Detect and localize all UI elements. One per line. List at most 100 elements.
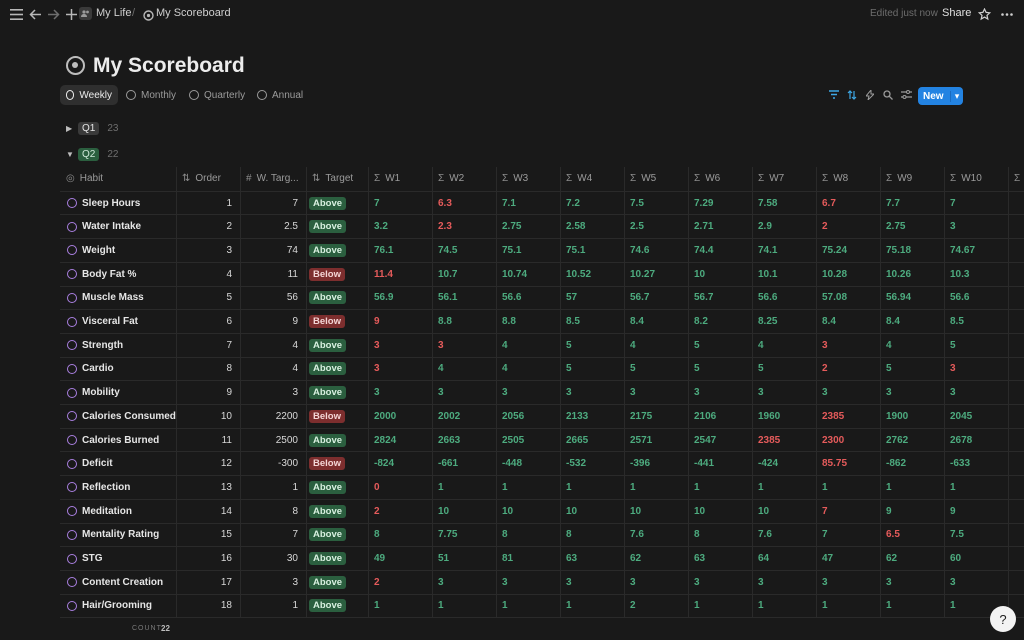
week-value[interactable]: 76.1 <box>374 244 394 256</box>
week-value[interactable]: 6.3 <box>438 197 452 209</box>
header-target[interactable]: ⇅ Target <box>306 167 368 191</box>
w-target-cell[interactable]: 56 <box>286 292 298 304</box>
week-value[interactable]: 74.5 <box>438 244 458 256</box>
week-value[interactable]: 8.5 <box>950 316 964 328</box>
week-value[interactable]: 1 <box>374 600 380 612</box>
week-value[interactable]: -448 <box>502 458 523 470</box>
header-week[interactable]: Σ W3 <box>496 167 560 191</box>
habit-name[interactable]: Sleep Hours <box>82 197 141 209</box>
header-week[interactable]: Σ W6 <box>688 167 752 191</box>
header-order[interactable]: ⇅ Order <box>176 167 240 191</box>
week-value[interactable]: 7.6 <box>630 529 644 541</box>
week-value[interactable]: 2 <box>374 576 380 588</box>
order-cell[interactable]: 4 <box>226 268 232 280</box>
target-cell[interactable]: Above <box>306 500 368 523</box>
week-value[interactable]: 3 <box>502 576 508 588</box>
week-value[interactable]: 10 <box>630 505 642 517</box>
table-row[interactable]: Reflection 13 1 Above 0 1 1 1 1 1 1 1 1 1 <box>60 475 1024 499</box>
week-value[interactable]: 2385 <box>822 410 845 422</box>
w-target-cell[interactable]: 3 <box>292 576 298 588</box>
target-cell[interactable]: Below <box>306 452 368 475</box>
week-value[interactable]: 4 <box>438 363 444 375</box>
header-week[interactable]: Σ W9 <box>880 167 944 191</box>
order-cell[interactable]: 17 <box>220 576 232 588</box>
habit-name[interactable]: Weight <box>82 244 116 256</box>
habit-name[interactable]: Mentality Rating <box>82 529 160 541</box>
table-row[interactable]: Cardio 8 4 Above 3 4 4 5 5 5 5 2 5 3 <box>60 356 1024 381</box>
habit-cell[interactable]: Body Fat % <box>60 263 176 286</box>
table-row[interactable]: Content Creation 17 3 Above 2 3 3 3 3 3 3 3 3 3 <box>60 569 1024 594</box>
week-value[interactable]: -396 <box>630 458 651 470</box>
week-value[interactable]: 3 <box>950 221 956 233</box>
week-value[interactable]: 7.75 <box>438 529 458 541</box>
week-value[interactable]: 3 <box>630 387 636 399</box>
week-value[interactable]: 1 <box>694 481 700 493</box>
expand-triangle-icon[interactable]: ▶ <box>66 123 73 133</box>
week-value[interactable]: 11.4 <box>374 268 393 280</box>
week-value[interactable]: 2824 <box>374 434 397 446</box>
week-value[interactable]: 3 <box>374 363 380 375</box>
week-value[interactable]: 3 <box>822 387 828 399</box>
week-value[interactable]: 2571 <box>630 434 653 446</box>
week-value[interactable]: 8 <box>566 529 572 541</box>
habit-name[interactable]: Strength <box>82 339 124 351</box>
week-value[interactable]: 4 <box>502 339 508 351</box>
week-value[interactable]: 4 <box>886 339 892 351</box>
header-week[interactable]: Σ W1 <box>368 167 432 191</box>
week-value[interactable]: 7 <box>950 197 956 209</box>
order-cell[interactable]: 3 <box>226 244 232 256</box>
week-value[interactable]: 2547 <box>694 434 717 446</box>
new-button[interactable]: New ▾ <box>918 87 963 105</box>
week-value[interactable]: 2 <box>822 363 828 375</box>
week-value[interactable]: 10.74 <box>502 268 528 280</box>
table-row[interactable]: STG 16 30 Above 49 51 81 63 62 63 64 47 62 60 <box>60 546 1024 570</box>
week-value[interactable]: 2762 <box>886 434 909 446</box>
target-cell[interactable]: Above <box>306 595 368 618</box>
week-value[interactable]: 60 <box>950 553 962 565</box>
w-target-cell[interactable]: 4 <box>292 339 298 351</box>
week-value[interactable]: 3 <box>694 387 700 399</box>
week-value[interactable]: 1 <box>758 600 764 612</box>
week-value[interactable]: 63 <box>694 553 706 565</box>
week-value[interactable]: 0 <box>374 481 380 493</box>
week-value[interactable]: 2002 <box>438 410 461 422</box>
week-value[interactable]: 3 <box>374 387 380 399</box>
star-icon[interactable] <box>976 6 992 22</box>
week-value[interactable]: 3 <box>566 576 572 588</box>
w-target-cell[interactable]: 9 <box>292 316 298 328</box>
week-value[interactable]: 8.8 <box>438 316 452 328</box>
target-cell[interactable]: Above <box>306 476 368 499</box>
week-value[interactable]: 1900 <box>886 410 909 422</box>
habit-cell[interactable]: Meditation <box>60 500 176 523</box>
week-value[interactable]: 10 <box>438 505 450 517</box>
week-value[interactable]: 7.5 <box>950 529 964 541</box>
week-value[interactable]: 81 <box>502 553 514 565</box>
week-value[interactable]: 7.29 <box>694 197 714 209</box>
week-value[interactable]: 1 <box>502 600 508 612</box>
week-value[interactable]: 2 <box>822 221 828 233</box>
menu-icon[interactable] <box>8 6 24 22</box>
header-week[interactable]: Σ W5 <box>624 167 688 191</box>
habit-name[interactable]: Body Fat % <box>82 268 137 280</box>
w-target-cell[interactable]: 4 <box>292 363 298 375</box>
week-value[interactable]: 10 <box>694 505 706 517</box>
week-value[interactable]: 2.3 <box>438 221 452 233</box>
week-value[interactable]: 7 <box>822 529 828 541</box>
header-week[interactable]: Σ W7 <box>752 167 816 191</box>
week-value[interactable]: 75.24 <box>822 244 848 256</box>
week-value[interactable]: 56.6 <box>950 292 970 304</box>
week-value[interactable]: 47 <box>822 553 834 565</box>
week-value[interactable]: 9 <box>950 505 956 517</box>
week-value[interactable]: 1 <box>822 481 828 493</box>
week-value[interactable]: 56.9 <box>374 292 394 304</box>
week-value[interactable]: 3 <box>694 576 700 588</box>
week-value[interactable]: 4 <box>630 339 636 351</box>
forward-arrow-icon[interactable] <box>45 6 61 22</box>
week-value[interactable]: 10.27 <box>630 268 656 280</box>
target-cell[interactable]: Above <box>306 334 368 357</box>
w-target-cell[interactable]: 7 <box>292 529 298 541</box>
table-row[interactable]: Visceral Fat 6 9 Below 9 8.8 8.8 8.5 8.4 8.2 8.25 8… <box>60 309 1024 333</box>
week-value[interactable]: 56.7 <box>630 292 650 304</box>
habit-name[interactable]: Deficit <box>82 458 113 470</box>
week-value[interactable]: -424 <box>758 458 779 470</box>
